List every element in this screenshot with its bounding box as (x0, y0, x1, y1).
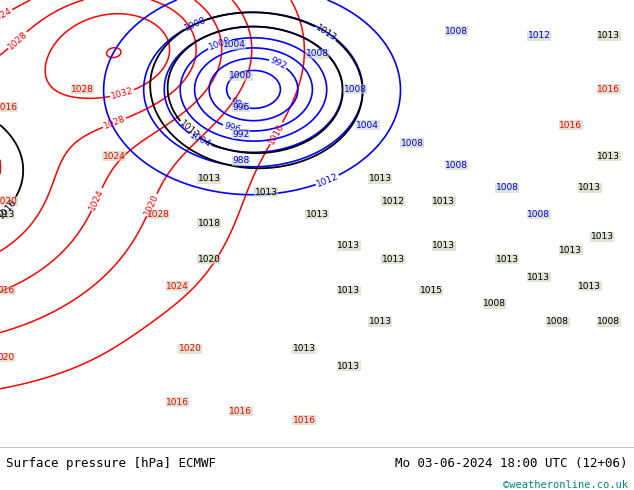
Text: 1020: 1020 (179, 344, 202, 353)
Text: 1016: 1016 (267, 121, 286, 146)
Text: 1013: 1013 (591, 232, 614, 242)
Text: 1013: 1013 (337, 362, 360, 371)
Text: 1013: 1013 (255, 188, 278, 196)
Text: 988: 988 (229, 97, 248, 113)
Text: 1013: 1013 (597, 31, 620, 40)
Text: ©weatheronline.co.uk: ©weatheronline.co.uk (503, 480, 628, 490)
Text: 1008: 1008 (306, 49, 328, 58)
Text: 1008: 1008 (445, 161, 468, 170)
Text: 1008: 1008 (344, 85, 366, 94)
Text: 1000: 1000 (207, 35, 232, 52)
Text: 1008: 1008 (401, 139, 424, 147)
Text: 1024: 1024 (0, 6, 13, 25)
Text: 992: 992 (268, 56, 288, 71)
Text: 1013: 1013 (337, 241, 360, 250)
Text: 1008: 1008 (597, 317, 620, 326)
Text: 1020: 1020 (0, 196, 18, 206)
Text: 1016: 1016 (0, 103, 18, 112)
Text: 013: 013 (0, 210, 15, 219)
Text: 1016: 1016 (559, 121, 582, 130)
Text: 1016: 1016 (597, 85, 620, 94)
Text: 1013: 1013 (527, 272, 550, 282)
Text: 1004: 1004 (356, 121, 379, 130)
Text: 1013: 1013 (578, 183, 601, 192)
Text: 1013: 1013 (198, 174, 221, 183)
Text: 1028: 1028 (71, 85, 94, 94)
Text: 1028: 1028 (6, 29, 29, 51)
Text: 1013: 1013 (496, 255, 519, 264)
Text: 1013: 1013 (293, 344, 316, 353)
Text: 1013: 1013 (578, 281, 601, 291)
Text: 996: 996 (223, 122, 242, 135)
Text: 1008: 1008 (183, 15, 208, 33)
Text: 1013: 1013 (314, 23, 338, 43)
Text: 1024: 1024 (166, 281, 189, 291)
Text: 1016: 1016 (0, 196, 18, 220)
Text: 1013: 1013 (432, 241, 455, 250)
Text: 1008: 1008 (527, 210, 550, 219)
Text: 1013: 1013 (432, 196, 455, 206)
Text: 1028: 1028 (147, 210, 170, 219)
Text: Surface pressure [hPa] ECMWF: Surface pressure [hPa] ECMWF (6, 457, 216, 470)
Text: 016: 016 (0, 286, 15, 295)
Text: 1012: 1012 (527, 31, 550, 40)
Text: 1012: 1012 (178, 119, 200, 141)
Text: 1000: 1000 (230, 72, 252, 80)
Text: 1008: 1008 (496, 183, 519, 192)
Text: 1008: 1008 (547, 317, 569, 326)
Text: 020: 020 (0, 353, 15, 362)
Text: 1012: 1012 (382, 196, 404, 206)
Text: 1012: 1012 (315, 172, 340, 189)
Text: 1015: 1015 (420, 286, 443, 295)
Text: 1024: 1024 (88, 187, 106, 212)
Text: 1013: 1013 (337, 286, 360, 295)
Text: 1008: 1008 (483, 299, 506, 308)
Text: 1013: 1013 (559, 246, 582, 255)
Text: 1004: 1004 (188, 131, 212, 149)
Text: 1016: 1016 (166, 398, 189, 407)
Text: 996: 996 (232, 103, 250, 112)
Text: 1008: 1008 (445, 27, 468, 36)
Text: 992: 992 (232, 129, 250, 139)
Text: 1024: 1024 (103, 152, 126, 161)
Text: 1004: 1004 (223, 40, 246, 49)
Text: 988: 988 (232, 156, 250, 166)
Text: 1013: 1013 (382, 255, 404, 264)
Text: 1020: 1020 (198, 255, 221, 264)
Text: 1013: 1013 (369, 174, 392, 183)
Text: 1032: 1032 (110, 86, 134, 101)
Text: 1028: 1028 (102, 114, 127, 131)
Text: 1013: 1013 (306, 210, 328, 219)
Text: Mo 03-06-2024 18:00 UTC (12+06): Mo 03-06-2024 18:00 UTC (12+06) (395, 457, 628, 470)
Text: 1016: 1016 (293, 416, 316, 424)
Text: 1020: 1020 (143, 193, 160, 217)
Text: 1018: 1018 (198, 219, 221, 228)
Text: 1013: 1013 (369, 317, 392, 326)
Text: 1016: 1016 (230, 407, 252, 416)
Text: 1013: 1013 (597, 152, 620, 161)
